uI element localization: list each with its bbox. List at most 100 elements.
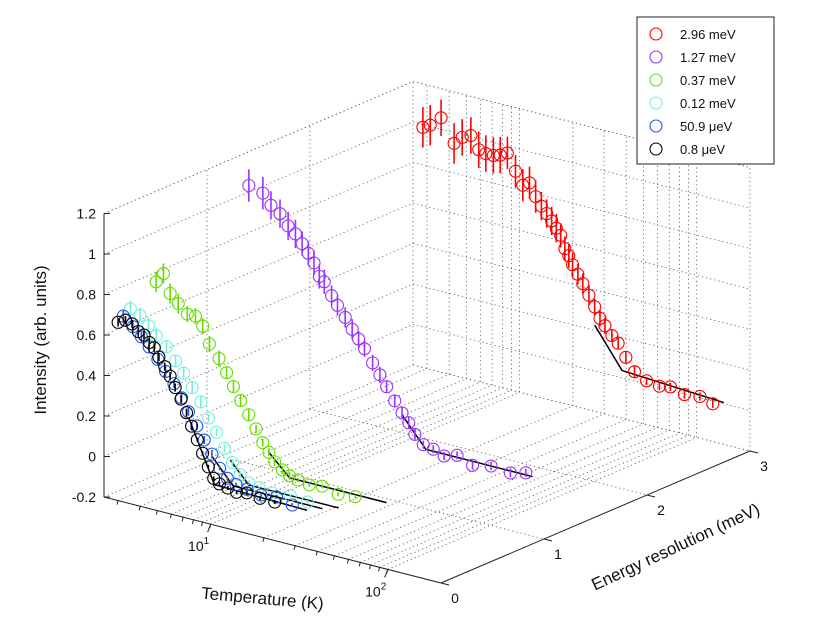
data-markers [111, 99, 720, 512]
fit-line [594, 324, 724, 404]
data-point [352, 332, 366, 346]
grid-line [412, 162, 751, 249]
data-point [190, 419, 204, 433]
grid-line [103, 162, 414, 295]
data-point [163, 286, 177, 301]
data-point [598, 319, 612, 333]
series-group [416, 99, 720, 411]
x-tick-label: 102 [365, 581, 387, 599]
data-point [196, 446, 210, 460]
data-point [256, 436, 270, 450]
data-point [185, 419, 199, 433]
data-point [493, 148, 507, 162]
data-point [111, 315, 125, 329]
grid-line [103, 243, 414, 376]
data-point [302, 478, 316, 492]
data-point [455, 130, 469, 144]
grid-line [412, 202, 751, 290]
series-group [242, 169, 533, 480]
x-minor-tick [181, 517, 184, 522]
data-point [212, 352, 226, 366]
legend-marker [649, 142, 663, 156]
data-point [179, 406, 194, 420]
data-point [221, 481, 235, 495]
series-group [123, 300, 315, 509]
data-point [230, 485, 244, 499]
legend-marker [649, 119, 663, 133]
x-minor-tick [315, 551, 318, 556]
grid-line [103, 324, 414, 457]
data-point [330, 298, 345, 312]
data-point [201, 460, 215, 474]
z-tick-label: -0.2 [72, 489, 96, 505]
data-point [242, 408, 256, 422]
x-minor-tick [369, 564, 372, 570]
x-minor-tick [116, 500, 119, 505]
grid-line [157, 378, 467, 511]
x-axis-line [103, 496, 442, 584]
data-point [240, 486, 254, 500]
data-point [253, 491, 267, 505]
legend: 2.96 meV 1.27 meV 0.37 meV 0.12 meV 50.9 μeV… [636, 16, 775, 165]
data-point [291, 473, 305, 487]
data-point [373, 368, 387, 382]
data-point [307, 256, 321, 270]
y-tick-label: 2 [657, 502, 665, 518]
data-point [268, 455, 282, 469]
series-group [111, 313, 282, 509]
data-point [554, 228, 568, 242]
data-point [317, 275, 331, 289]
data-point [163, 369, 177, 383]
grid-line [183, 384, 493, 518]
data-point [220, 366, 234, 380]
data-point [652, 379, 666, 393]
data-point [706, 397, 720, 411]
data-point [171, 297, 185, 311]
x-minor-tick [169, 514, 172, 519]
grid-line [171, 381, 481, 515]
data-point [508, 164, 523, 178]
data-point [693, 389, 707, 404]
data-point [549, 221, 563, 235]
data-point [242, 178, 256, 193]
grid-line [210, 391, 520, 525]
grid-line [334, 423, 644, 557]
legend-label: 0.8 μeV [680, 142, 725, 157]
data-point [152, 350, 166, 364]
data-point [226, 380, 241, 394]
data-point [366, 356, 380, 370]
grid-line [103, 121, 414, 255]
y-tick [749, 450, 759, 454]
x-minor-tick [386, 569, 389, 574]
data-point [256, 186, 270, 200]
z-tick-label: 1 [88, 246, 96, 262]
z-tick-label: 0.6 [77, 327, 97, 343]
x-minor-tick [201, 522, 203, 527]
grid-line [309, 408, 648, 496]
x-minor-tick [209, 524, 212, 529]
data-point [281, 219, 295, 233]
data-point [465, 458, 480, 472]
x-minor-tick [138, 506, 141, 511]
data-point [225, 456, 239, 470]
legend-label: 50.9 μeV [680, 119, 733, 134]
grid-line [370, 432, 680, 566]
grid-line [379, 434, 689, 568]
data-point [123, 302, 137, 316]
legend-label: 1.27 meV [680, 50, 736, 65]
grid-line [103, 283, 414, 417]
data-point [282, 469, 297, 483]
data-point [169, 354, 183, 368]
data-point [588, 300, 602, 314]
grid-line [202, 389, 512, 523]
x-minor-tick [378, 567, 381, 572]
z-tick-label: 0.8 [77, 287, 97, 303]
z-axis-label: Intensity (arb. units) [31, 265, 50, 414]
x-minor-tick [346, 559, 349, 564]
data-point [388, 394, 402, 408]
data-point [472, 143, 486, 157]
x-minor-tick [293, 545, 296, 550]
y-tick [646, 494, 656, 498]
data-point [348, 490, 362, 504]
